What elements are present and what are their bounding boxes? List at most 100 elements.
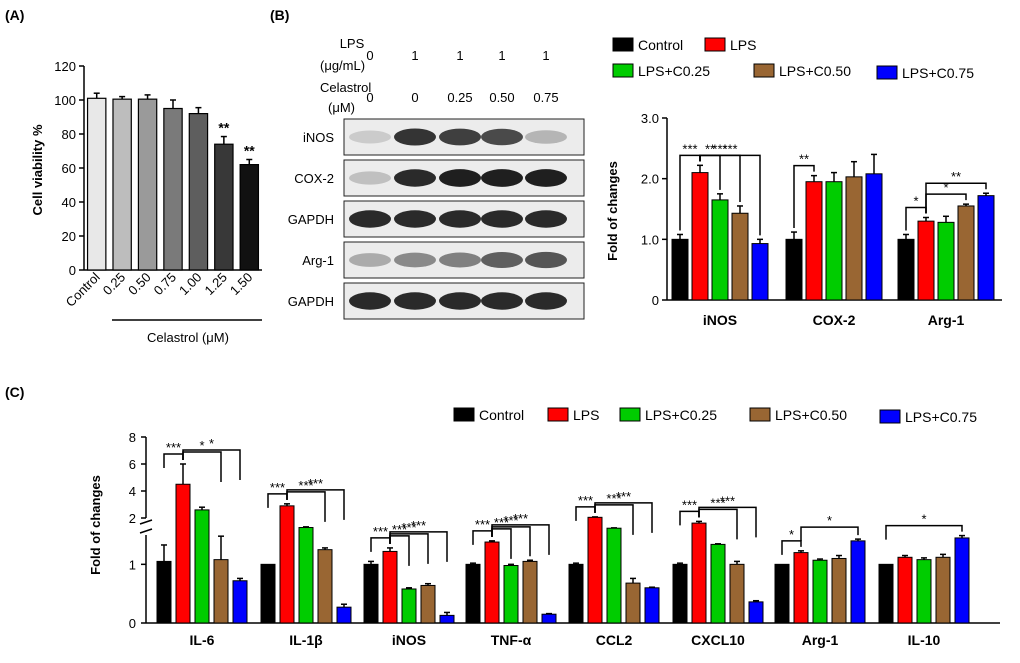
blot-row2-label: Celastrol [320, 80, 371, 95]
blot-band [481, 128, 523, 146]
panel-c-legend: Control LPS LPS+C0.25 LPS+C0.50 LPS+C0.75 [453, 407, 977, 425]
blot-row2-value: 0.50 [489, 90, 514, 105]
blot-band [349, 292, 391, 310]
a-x-tick-label: 1.50 [227, 270, 256, 299]
b-bar [897, 238, 915, 301]
c-bar [213, 559, 229, 624]
a-y-tick-label: 60 [62, 161, 76, 176]
c-bar [606, 527, 622, 624]
c-significance-label: *** [475, 517, 490, 532]
c-bar [465, 563, 481, 624]
b-bar [785, 238, 803, 301]
c-significance-label: * [199, 438, 204, 453]
blot-band [394, 292, 436, 310]
c-x-tick-label: Arg-1 [802, 632, 839, 648]
c-significance-label: *** [682, 497, 697, 512]
legend-label: LPS+C0.25 [638, 63, 710, 79]
a-x-tick-label: 0.75 [151, 270, 180, 299]
c-x-tick-label: iNOS [392, 632, 426, 648]
blot-band [481, 210, 523, 228]
blot-band [525, 130, 567, 144]
legend-swatch [749, 407, 771, 422]
b-x-tick-label: COX-2 [813, 312, 856, 328]
c-y-tick-label: 1 [129, 557, 136, 572]
c-significance [885, 524, 963, 540]
c-bar [156, 560, 172, 624]
b-y-tick-label: 1.0 [641, 232, 659, 247]
c-bar [878, 563, 894, 624]
b-significance-label: * [913, 193, 918, 208]
panel-a-label: (A) [5, 7, 24, 23]
c-bar [935, 556, 951, 624]
panel-a-chart: 020406080100120Control0.250.500.751.001.… [54, 59, 262, 321]
c-significance-label: *** [720, 493, 735, 508]
blot-band [525, 210, 567, 228]
c-bar [336, 606, 352, 624]
c-bar [831, 557, 847, 624]
b-y-tick-label: 0 [652, 293, 659, 308]
blot-band [394, 169, 436, 187]
c-bar [317, 549, 333, 624]
b-significance-label: *** [722, 141, 737, 156]
legend-label: LPS+C0.75 [905, 409, 977, 425]
c-y-tick-label: 6 [129, 457, 136, 472]
legend-swatch [876, 65, 898, 80]
blot-row1-value: 1 [542, 48, 549, 63]
a-y-tick-label: 40 [62, 195, 76, 210]
b-bar [691, 172, 709, 301]
legend-swatch [453, 407, 475, 422]
b-bar [751, 243, 769, 301]
c-significance-label: * [921, 512, 926, 527]
c-y-tick-label: 4 [129, 484, 136, 499]
c-bar [232, 580, 248, 624]
c-bar [279, 505, 295, 624]
c-bar [568, 563, 584, 624]
legend-label: LPS [730, 37, 756, 53]
a-significance: ** [218, 120, 229, 136]
a-bar [137, 98, 158, 271]
blot-protein-label: GAPDH [288, 212, 334, 227]
c-bar [916, 559, 932, 624]
c-bar [363, 563, 379, 624]
c-significance-label: *** [616, 489, 631, 504]
c-bar [401, 588, 417, 624]
a-bar [86, 97, 107, 271]
c-bar [774, 563, 790, 624]
b-bar [731, 212, 749, 301]
legend-swatch [612, 37, 634, 52]
blot-band [525, 169, 567, 187]
legend-swatch [753, 63, 775, 78]
blot-protein-label: COX-2 [294, 171, 334, 186]
c-bar [175, 483, 191, 624]
c-bar [710, 543, 726, 624]
c-bar [729, 563, 745, 624]
c-significance-label: *** [578, 493, 593, 508]
b-bar [805, 181, 823, 301]
a-y-tick-label: 80 [62, 127, 76, 142]
a-y-tick-label: 100 [54, 93, 76, 108]
legend-swatch [612, 63, 634, 78]
b-y-tick-label: 2.0 [641, 172, 659, 187]
legend-swatch [704, 37, 726, 52]
blot-protein-label: GAPDH [288, 294, 334, 309]
c-bar [503, 565, 519, 624]
blot-row2-value: 0 [366, 90, 373, 105]
c-significance-label: * [209, 436, 214, 451]
blot-band [349, 130, 391, 144]
b-bar [937, 221, 955, 301]
c-bar [793, 552, 809, 624]
blot-row1-value: 1 [456, 48, 463, 63]
c-bar [484, 541, 500, 624]
blot-protein-label: Arg-1 [302, 253, 334, 268]
c-x-tick-label: IL-6 [190, 632, 215, 648]
blot-band [439, 292, 481, 310]
c-significance-label: * [789, 527, 794, 542]
c-bar [644, 587, 660, 624]
a-y-tick-label: 120 [54, 59, 76, 74]
c-axis-break-mark [139, 528, 153, 534]
panel-c-chart: 0 1 2 4 6 8 IL-6 IL-1β iNOS TNF-α CCL2 CXCL10 Arg-1 I… [129, 430, 1000, 648]
a-bar [188, 112, 209, 271]
c-bar [812, 559, 828, 624]
panel-b-label: (B) [270, 7, 289, 23]
